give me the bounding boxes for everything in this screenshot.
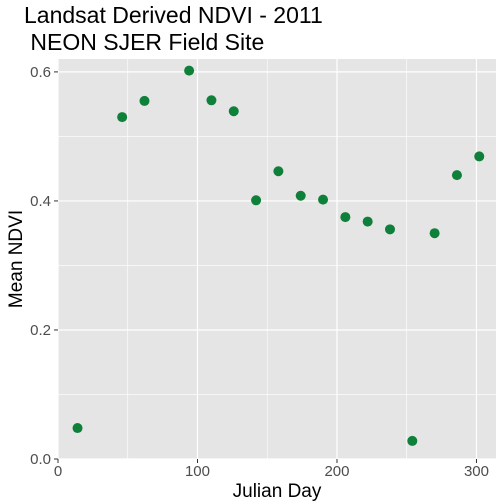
data-point: [251, 195, 262, 206]
x-axis-title: Julian Day: [233, 481, 322, 502]
data-point: [295, 190, 306, 201]
data-point: [384, 224, 395, 235]
chart-subtitle: NEON SJER Field Site: [24, 29, 264, 55]
data-point: [228, 106, 239, 117]
y-tick-label: 0.0: [30, 451, 51, 468]
plot-panel: [58, 59, 496, 459]
y-tick-label: 0.2: [30, 322, 51, 339]
minor-grid: [58, 59, 496, 459]
data-point: [429, 228, 440, 239]
x-tick-label: 300: [464, 463, 489, 480]
data-point: [117, 112, 128, 123]
data-point: [318, 194, 329, 205]
y-tick-label: 0.6: [30, 64, 51, 81]
data-point: [72, 423, 83, 434]
data-point: [273, 166, 284, 177]
data-point: [407, 435, 418, 446]
data-point: [139, 95, 150, 106]
y-axis-title: Mean NDVI: [6, 210, 27, 308]
data-points: [72, 65, 485, 446]
data-point: [206, 95, 217, 106]
data-point: [474, 151, 485, 162]
x-tick-label: 0: [54, 463, 62, 480]
data-point: [451, 170, 462, 181]
data-point: [184, 65, 195, 76]
x-tick-label: 200: [324, 463, 349, 480]
x-tick-label: 100: [185, 463, 210, 480]
axis-ticks: 0 100 200 300 0.0 0.2 0.4 0.6: [30, 64, 489, 480]
data-point: [362, 216, 373, 227]
chart-title: Landsat Derived NDVI - 2011: [24, 2, 323, 28]
major-grid: [57, 59, 496, 460]
data-point: [340, 212, 351, 223]
y-tick-label: 0.4: [30, 193, 51, 210]
